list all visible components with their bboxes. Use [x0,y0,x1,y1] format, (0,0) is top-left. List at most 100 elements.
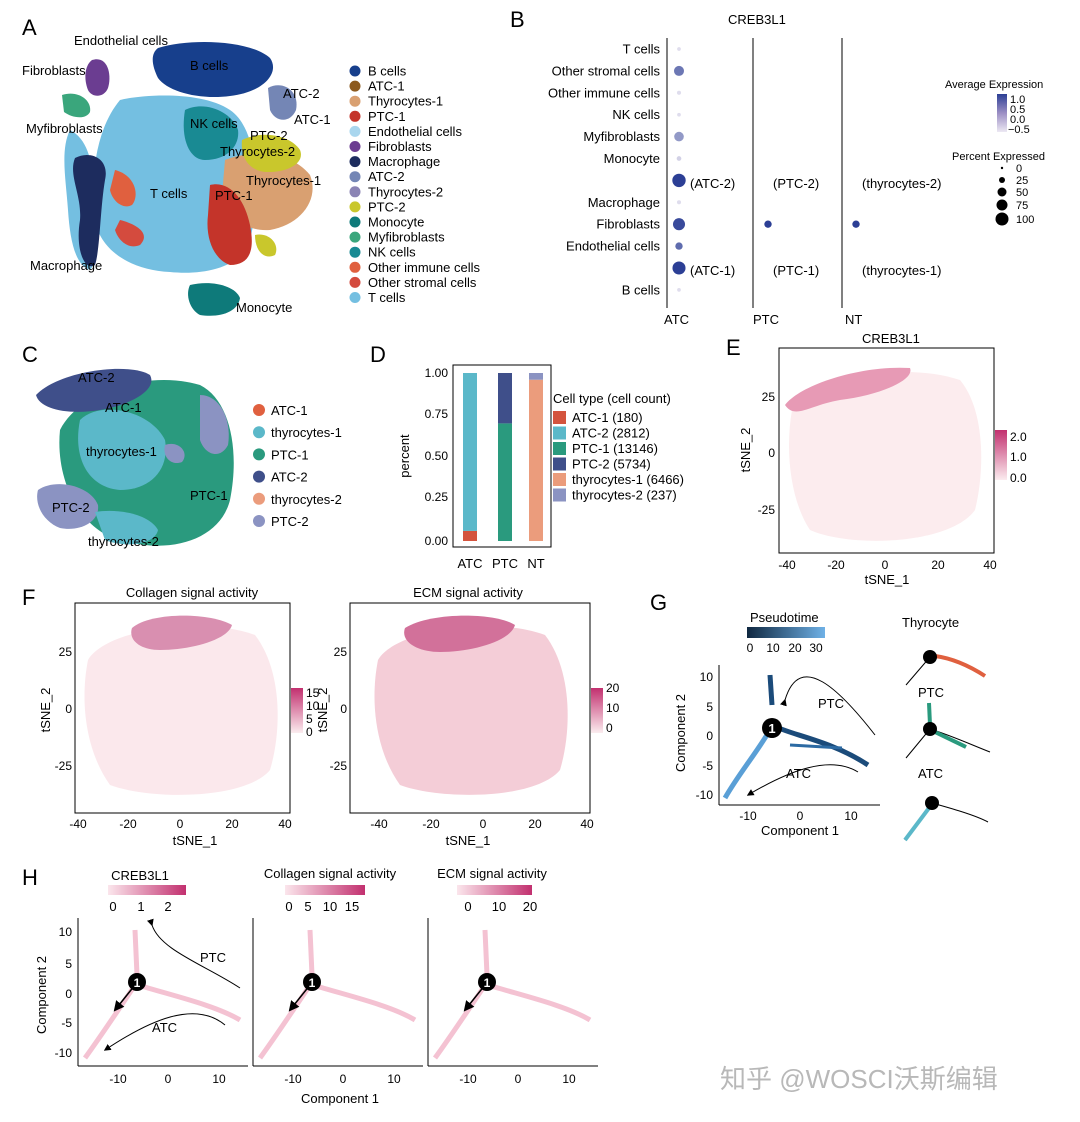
b-row-label: Endothelial cells [566,239,660,254]
panel-letter-f: F [22,585,35,610]
f-xtick: 0 [177,817,184,831]
h-ytick: 5 [65,957,72,971]
c-legend-label: ATC-2 [271,470,308,485]
panel-letter-c: C [22,342,38,367]
c-legend-swatch [253,515,265,527]
h-xtick: 10 [387,1072,401,1086]
f-xtick: 40 [278,817,292,831]
g-yticks: 10 5 0 -5 -10 [696,670,714,802]
a-label: NK cells [190,116,238,131]
f-ylabel-2: tSNE_2 [315,688,330,733]
f-frame-2 [349,602,591,814]
g-mini-cells [934,654,987,678]
g-ylabel: Component 2 [673,694,688,772]
h-arrow-label: ATC [152,1020,177,1035]
a-label: ATC-1 [294,112,331,127]
f-xtick: 20 [528,817,542,831]
b-dot [676,90,682,95]
b-group: PTC [753,312,779,327]
a-legend-swatch [349,171,361,183]
panel-h: H CREB3L1 Collagen signal activity ECM s… [22,865,598,1106]
e-xtick: -20 [827,558,845,572]
b-dot [673,65,685,76]
b-dot [677,288,681,292]
b-dot [672,173,686,188]
g-branch-ptc [767,674,870,768]
a-legend-swatch [349,276,361,288]
b-dot [764,220,772,228]
e-ylabel: tSNE_2 [738,428,753,473]
f-scale-ticks: 15 10 5 0 20 10 0 [306,681,620,739]
d-legend-label: ATC-1 (180) [572,410,643,425]
h-xtick: -10 [459,1072,477,1086]
f-cloud-2 [374,625,568,795]
b-dot [674,131,684,142]
h-node-label: 1 [484,976,491,990]
c-label: PTC-2 [52,500,90,515]
a-label: Thyrocytes-2 [220,144,295,159]
b-dot [675,242,683,250]
c-legend-label: thyrocytes-1 [271,425,342,440]
b-row-label: T cells [623,42,661,57]
h-trajectory [257,929,417,1060]
h-scale-tick: 0 [464,899,471,914]
a-legend-swatch [349,186,361,198]
panel-c: C ATC-2 ATC-1 thyrocytes-1 PTC-1 PTC-2 t… [22,342,342,549]
c-label: thyrocytes-1 [86,444,157,459]
b-annot: (ATC-1) [690,263,735,278]
e-yticks: 25 0 -25 [758,390,776,517]
h-yticks: 10 5 0 -5 -10 [55,925,73,1060]
h-trajectory-plots: 1 -10 0 10 1 -10 0 10 1 -10 0 10 [77,918,598,1086]
g-xtick: 0 [797,809,804,823]
h-arrow-label: PTC [200,950,226,965]
f-high-region-1 [131,615,232,650]
b-pct-dot [999,177,1005,183]
h-node-label: 1 [134,976,141,990]
panel-letter-h: H [22,865,38,890]
e-frame [778,347,995,554]
h-node-label: 1 [309,976,316,990]
a-legend-label: B cells [368,64,407,79]
f-yticks: 25 0 -25 25 0 -25 [55,645,348,773]
f-scale-tick: 10 [606,701,620,715]
h-title: ECM signal activity [437,866,547,881]
h-node [128,973,146,991]
h-ytick: -5 [61,1016,72,1030]
a-legend-label: Endothelial cells [368,124,462,139]
g-node-label: 1 [768,721,775,736]
e-scale-ticks: 2.0 1.0 0.0 [1010,430,1027,485]
a-label: Myfibroblasts [26,121,103,136]
c-legend-swatch [253,404,265,416]
b-annotations: (ATC-2) (PTC-2) (thyrocytes-2) (ATC-1) (… [690,176,941,278]
h-node [478,973,496,991]
f-title-2: ECM signal activity [413,585,523,600]
a-label: PTC-1 [215,188,253,203]
f-ytick: 25 [334,645,348,659]
g-branch-atc [722,728,773,800]
e-xtick: 40 [983,558,997,572]
d-ytick: 0.75 [425,407,449,421]
e-xtick: -40 [778,558,796,572]
a-legend-label: NK cells [368,245,416,260]
e-title: CREB3L1 [862,331,920,346]
a-legend-label: Other stromal cells [368,275,477,290]
a-label: ATC-2 [283,86,320,101]
f-scale-tick: 0 [606,721,613,735]
c-label: PTC-1 [190,488,228,503]
h-titles: CREB3L1 Collagen signal activity ECM sig… [111,866,547,883]
a-label: Fibroblasts [22,63,86,78]
g-arrow-label: ATC [786,766,811,781]
d-xtick: PTC [492,556,518,571]
b-pct-tick: 25 [1016,175,1028,187]
h-ytick: 0 [65,987,72,1001]
b-expr-scale [997,94,1007,132]
g-mini-node [925,796,939,810]
d-legend: ATC-1 (180)ATC-2 (2812)PTC-1 (13146)PTC-… [553,410,684,503]
f-xtick: 40 [580,817,594,831]
g-xtick: 10 [844,809,858,823]
f-title-1: Collagen signal activity [126,585,259,600]
h-scale-tick: 2 [164,899,171,914]
panel-letter-e: E [726,335,741,360]
a-legend-swatch [349,216,361,228]
g-legend-tick: 20 [788,641,802,655]
